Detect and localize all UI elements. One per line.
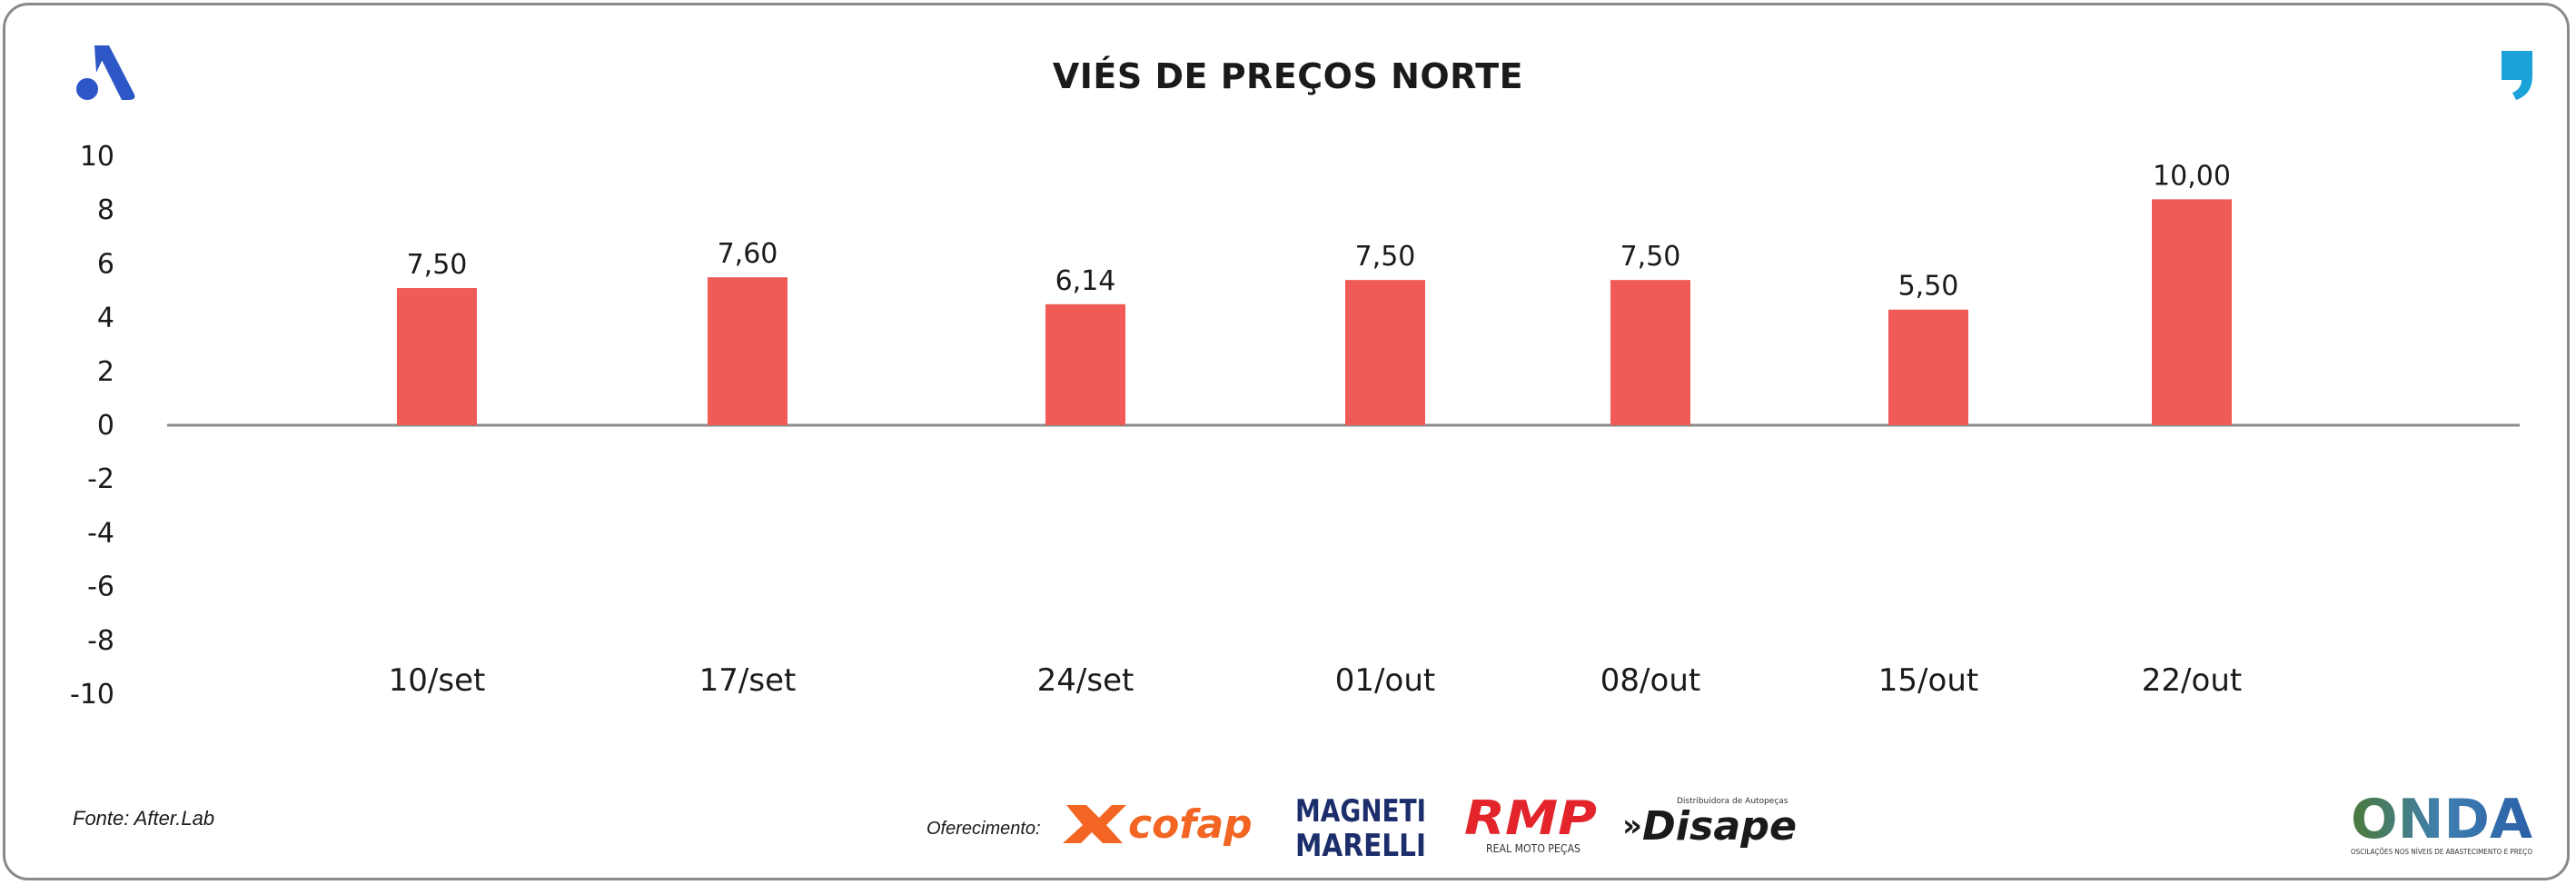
chart-title: VIÉS DE PREÇOS NORTE: [1052, 56, 1524, 96]
x-category-label: 17/set: [699, 662, 797, 699]
y-tick-label: -10: [70, 679, 114, 711]
y-tick-label: -8: [87, 625, 114, 657]
x-category-label: 15/out: [1878, 662, 1978, 699]
rmp-logo: RMP REAL MOTO PEÇAS: [1464, 792, 1600, 856]
bar: [1888, 309, 1968, 425]
y-tick-label: -4: [87, 517, 114, 549]
x-category-label: 24/set: [1037, 662, 1134, 699]
onda-subtitle: OSCILAÇÕES NOS NÍVEIS DE ABASTECIMENTO E…: [2351, 846, 2532, 856]
data-label: 7,50: [407, 249, 468, 281]
source-note: Fonte: After.Lab: [73, 807, 215, 830]
y-tick-label: 8: [97, 194, 114, 226]
data-label: 10,00: [2153, 160, 2231, 192]
bar: [397, 288, 477, 425]
cofap-logo: cofap: [1063, 796, 1272, 850]
disape-logo: Distribuidora de Autopeças » Disape: [1622, 792, 1804, 856]
chart-card: [3, 3, 2570, 880]
cofap-wordmark: cofap: [1128, 801, 1253, 848]
x-category-label: 08/out: [1600, 662, 1700, 699]
magneti-marelli-logo: MAGNETI MARELLI: [1293, 789, 1430, 861]
rmp-subtitle: REAL MOTO PEÇAS: [1486, 842, 1580, 855]
disape-subtitle: Distribuidora de Autopeças: [1677, 797, 1788, 806]
onda-logo: ONDA OSCILAÇÕES NOS NÍVEIS DE ABASTECIME…: [2349, 787, 2536, 860]
y-tick-label: -6: [87, 572, 114, 603]
y-tick-label: 2: [97, 356, 114, 388]
quote-mark-icon: [2500, 49, 2534, 102]
bar: [1610, 280, 1690, 425]
y-tick-label: 4: [97, 303, 114, 334]
bar: [2152, 199, 2232, 425]
x-category-label: 22/out: [2142, 662, 2242, 699]
onda-wordmark: ONDA: [2351, 788, 2533, 851]
y-tick-label: -2: [87, 463, 114, 495]
data-label: 7,60: [718, 238, 778, 270]
rmp-wordmark: RMP: [1464, 792, 1597, 846]
bar: [1045, 303, 1125, 425]
bar: [708, 277, 788, 425]
brand-logo-icon: [74, 42, 138, 102]
data-label: 5,50: [1898, 271, 1959, 303]
y-tick-label: 6: [97, 248, 114, 280]
data-label: 6,14: [1055, 265, 1116, 297]
x-category-label: 10/set: [389, 662, 486, 699]
y-tick-label: 10: [80, 141, 114, 173]
marelli-wordmark: MARELLI: [1295, 828, 1426, 861]
disape-chevron-icon: »: [1622, 808, 1642, 844]
y-tick-label: 0: [97, 410, 114, 442]
magneti-wordmark: MAGNETI: [1295, 793, 1426, 830]
x-category-label: 01/out: [1335, 662, 1435, 699]
data-label: 7,50: [1355, 241, 1416, 273]
bar: [1345, 280, 1425, 425]
disape-wordmark: Disape: [1642, 803, 1797, 850]
sponsor-label: Oferecimento:: [926, 819, 1041, 839]
data-label: 7,50: [1620, 241, 1681, 273]
